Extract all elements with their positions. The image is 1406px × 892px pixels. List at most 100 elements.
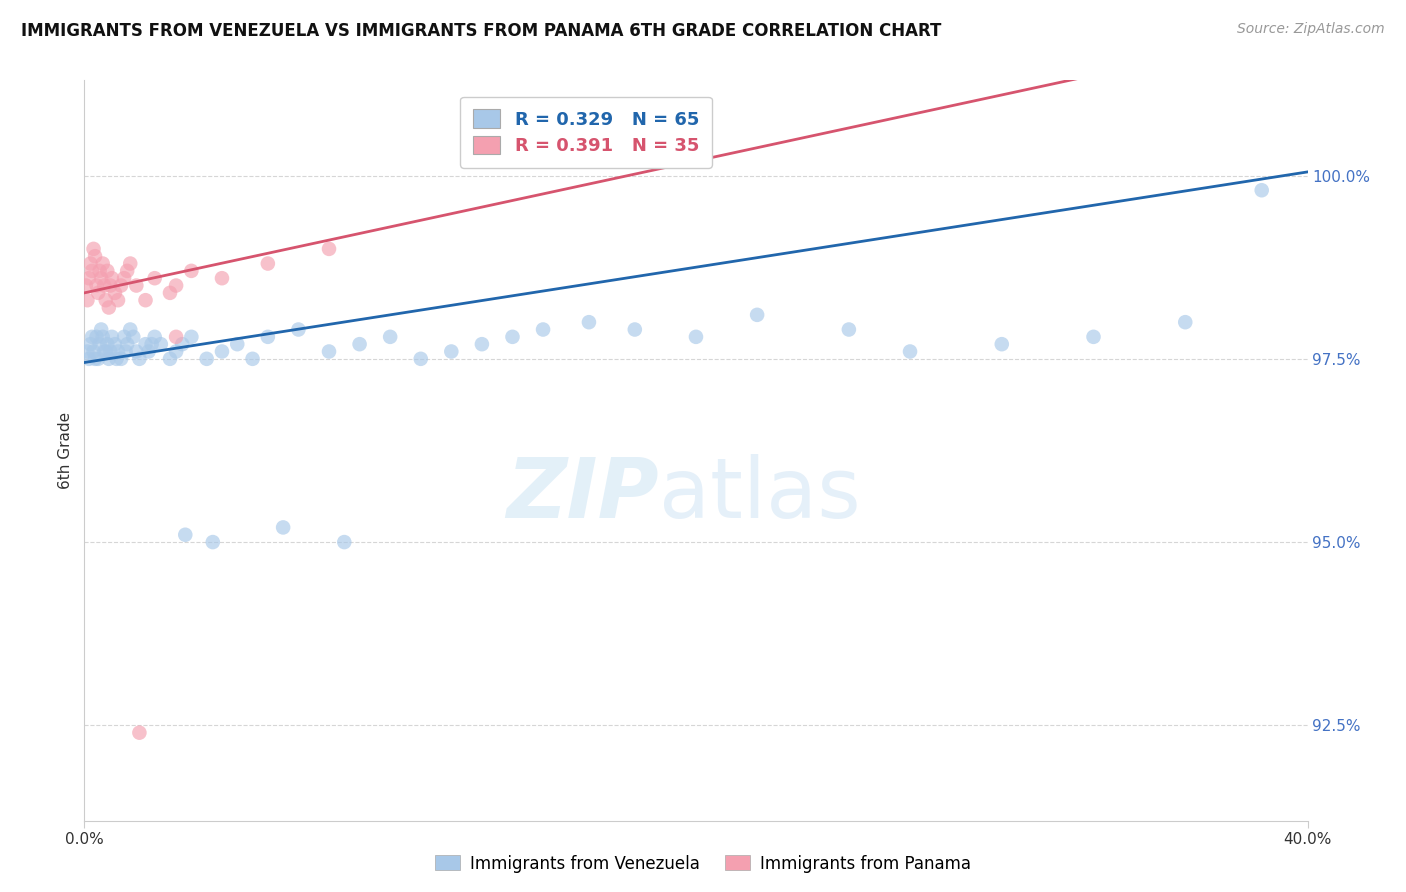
Point: [143, 330, 166, 344]
Point: [380, 330, 402, 344]
Point: [159, 351, 181, 366]
Point: [87, 285, 110, 300]
Point: [77, 351, 100, 366]
Point: [115, 264, 138, 278]
Point: [149, 337, 172, 351]
Point: [257, 330, 280, 344]
Text: IMMIGRANTS FROM VENEZUELA VS IMMIGRANTS FROM PANAMA 6TH GRADE CORRELATION CHART: IMMIGRANTS FROM VENEZUELA VS IMMIGRANTS …: [21, 22, 942, 40]
Point: [79, 256, 101, 270]
Point: [98, 278, 121, 293]
Point: [94, 293, 117, 308]
Point: [80, 264, 103, 278]
Point: [242, 351, 264, 366]
Point: [471, 337, 494, 351]
Point: [165, 278, 187, 293]
Point: [125, 278, 148, 293]
Point: [141, 337, 163, 351]
Point: [79, 337, 101, 351]
Point: [1083, 330, 1105, 344]
Point: [318, 344, 340, 359]
Legend: R = 0.329   N = 65, R = 0.391   N = 35: R = 0.329 N = 65, R = 0.391 N = 35: [460, 96, 711, 168]
Point: [991, 337, 1014, 351]
Point: [84, 249, 107, 263]
Point: [110, 278, 132, 293]
Point: [165, 344, 187, 359]
Point: [98, 344, 121, 359]
Point: [333, 535, 356, 549]
Point: [101, 330, 124, 344]
Point: [76, 293, 98, 308]
Point: [226, 337, 249, 351]
Point: [107, 344, 129, 359]
Point: [838, 322, 860, 336]
Point: [96, 264, 118, 278]
Point: [112, 330, 135, 344]
Point: [76, 344, 98, 359]
Point: [211, 344, 233, 359]
Point: [105, 351, 128, 366]
Point: [138, 344, 160, 359]
Point: [104, 285, 127, 300]
Point: [86, 330, 108, 344]
Point: [93, 344, 115, 359]
Point: [90, 322, 112, 336]
Point: [80, 330, 103, 344]
Point: [135, 337, 157, 351]
Point: [83, 242, 105, 256]
Point: [159, 285, 181, 300]
Point: [89, 264, 111, 278]
Point: [89, 337, 111, 351]
Point: [94, 344, 117, 359]
Point: [578, 315, 600, 329]
Point: [502, 330, 524, 344]
Text: Source: ZipAtlas.com: Source: ZipAtlas.com: [1237, 22, 1385, 37]
Point: [318, 242, 340, 256]
Point: [211, 271, 233, 285]
Point: [122, 330, 145, 344]
Point: [135, 293, 157, 308]
Point: [77, 271, 100, 285]
Point: [90, 271, 112, 285]
Point: [1174, 315, 1197, 329]
Point: [271, 520, 294, 534]
Point: [180, 264, 202, 278]
Point: [409, 351, 432, 366]
Y-axis label: 6th Grade: 6th Grade: [58, 412, 73, 489]
Point: [96, 337, 118, 351]
Text: atlas: atlas: [659, 454, 860, 535]
Point: [97, 351, 120, 366]
Point: [115, 337, 138, 351]
Point: [104, 337, 127, 351]
Point: [747, 308, 769, 322]
Point: [898, 344, 921, 359]
Point: [83, 344, 105, 359]
Point: [97, 301, 120, 315]
Text: ZIP: ZIP: [506, 454, 659, 535]
Point: [93, 278, 115, 293]
Point: [1250, 183, 1272, 197]
Point: [75, 278, 97, 293]
Point: [91, 256, 114, 270]
Point: [112, 271, 135, 285]
Point: [120, 322, 142, 336]
Point: [87, 351, 110, 366]
Point: [165, 330, 187, 344]
Point: [143, 271, 166, 285]
Point: [128, 351, 150, 366]
Point: [84, 351, 107, 366]
Point: [531, 322, 554, 336]
Point: [86, 278, 108, 293]
Point: [349, 337, 371, 351]
Point: [172, 337, 194, 351]
Point: [287, 322, 309, 336]
Point: [107, 293, 129, 308]
Point: [180, 330, 202, 344]
Point: [201, 535, 224, 549]
Point: [685, 330, 707, 344]
Point: [110, 351, 132, 366]
Point: [114, 344, 136, 359]
Point: [624, 322, 647, 336]
Point: [174, 528, 197, 542]
Point: [257, 256, 280, 270]
Legend: Immigrants from Venezuela, Immigrants from Panama: Immigrants from Venezuela, Immigrants fr…: [429, 848, 977, 880]
